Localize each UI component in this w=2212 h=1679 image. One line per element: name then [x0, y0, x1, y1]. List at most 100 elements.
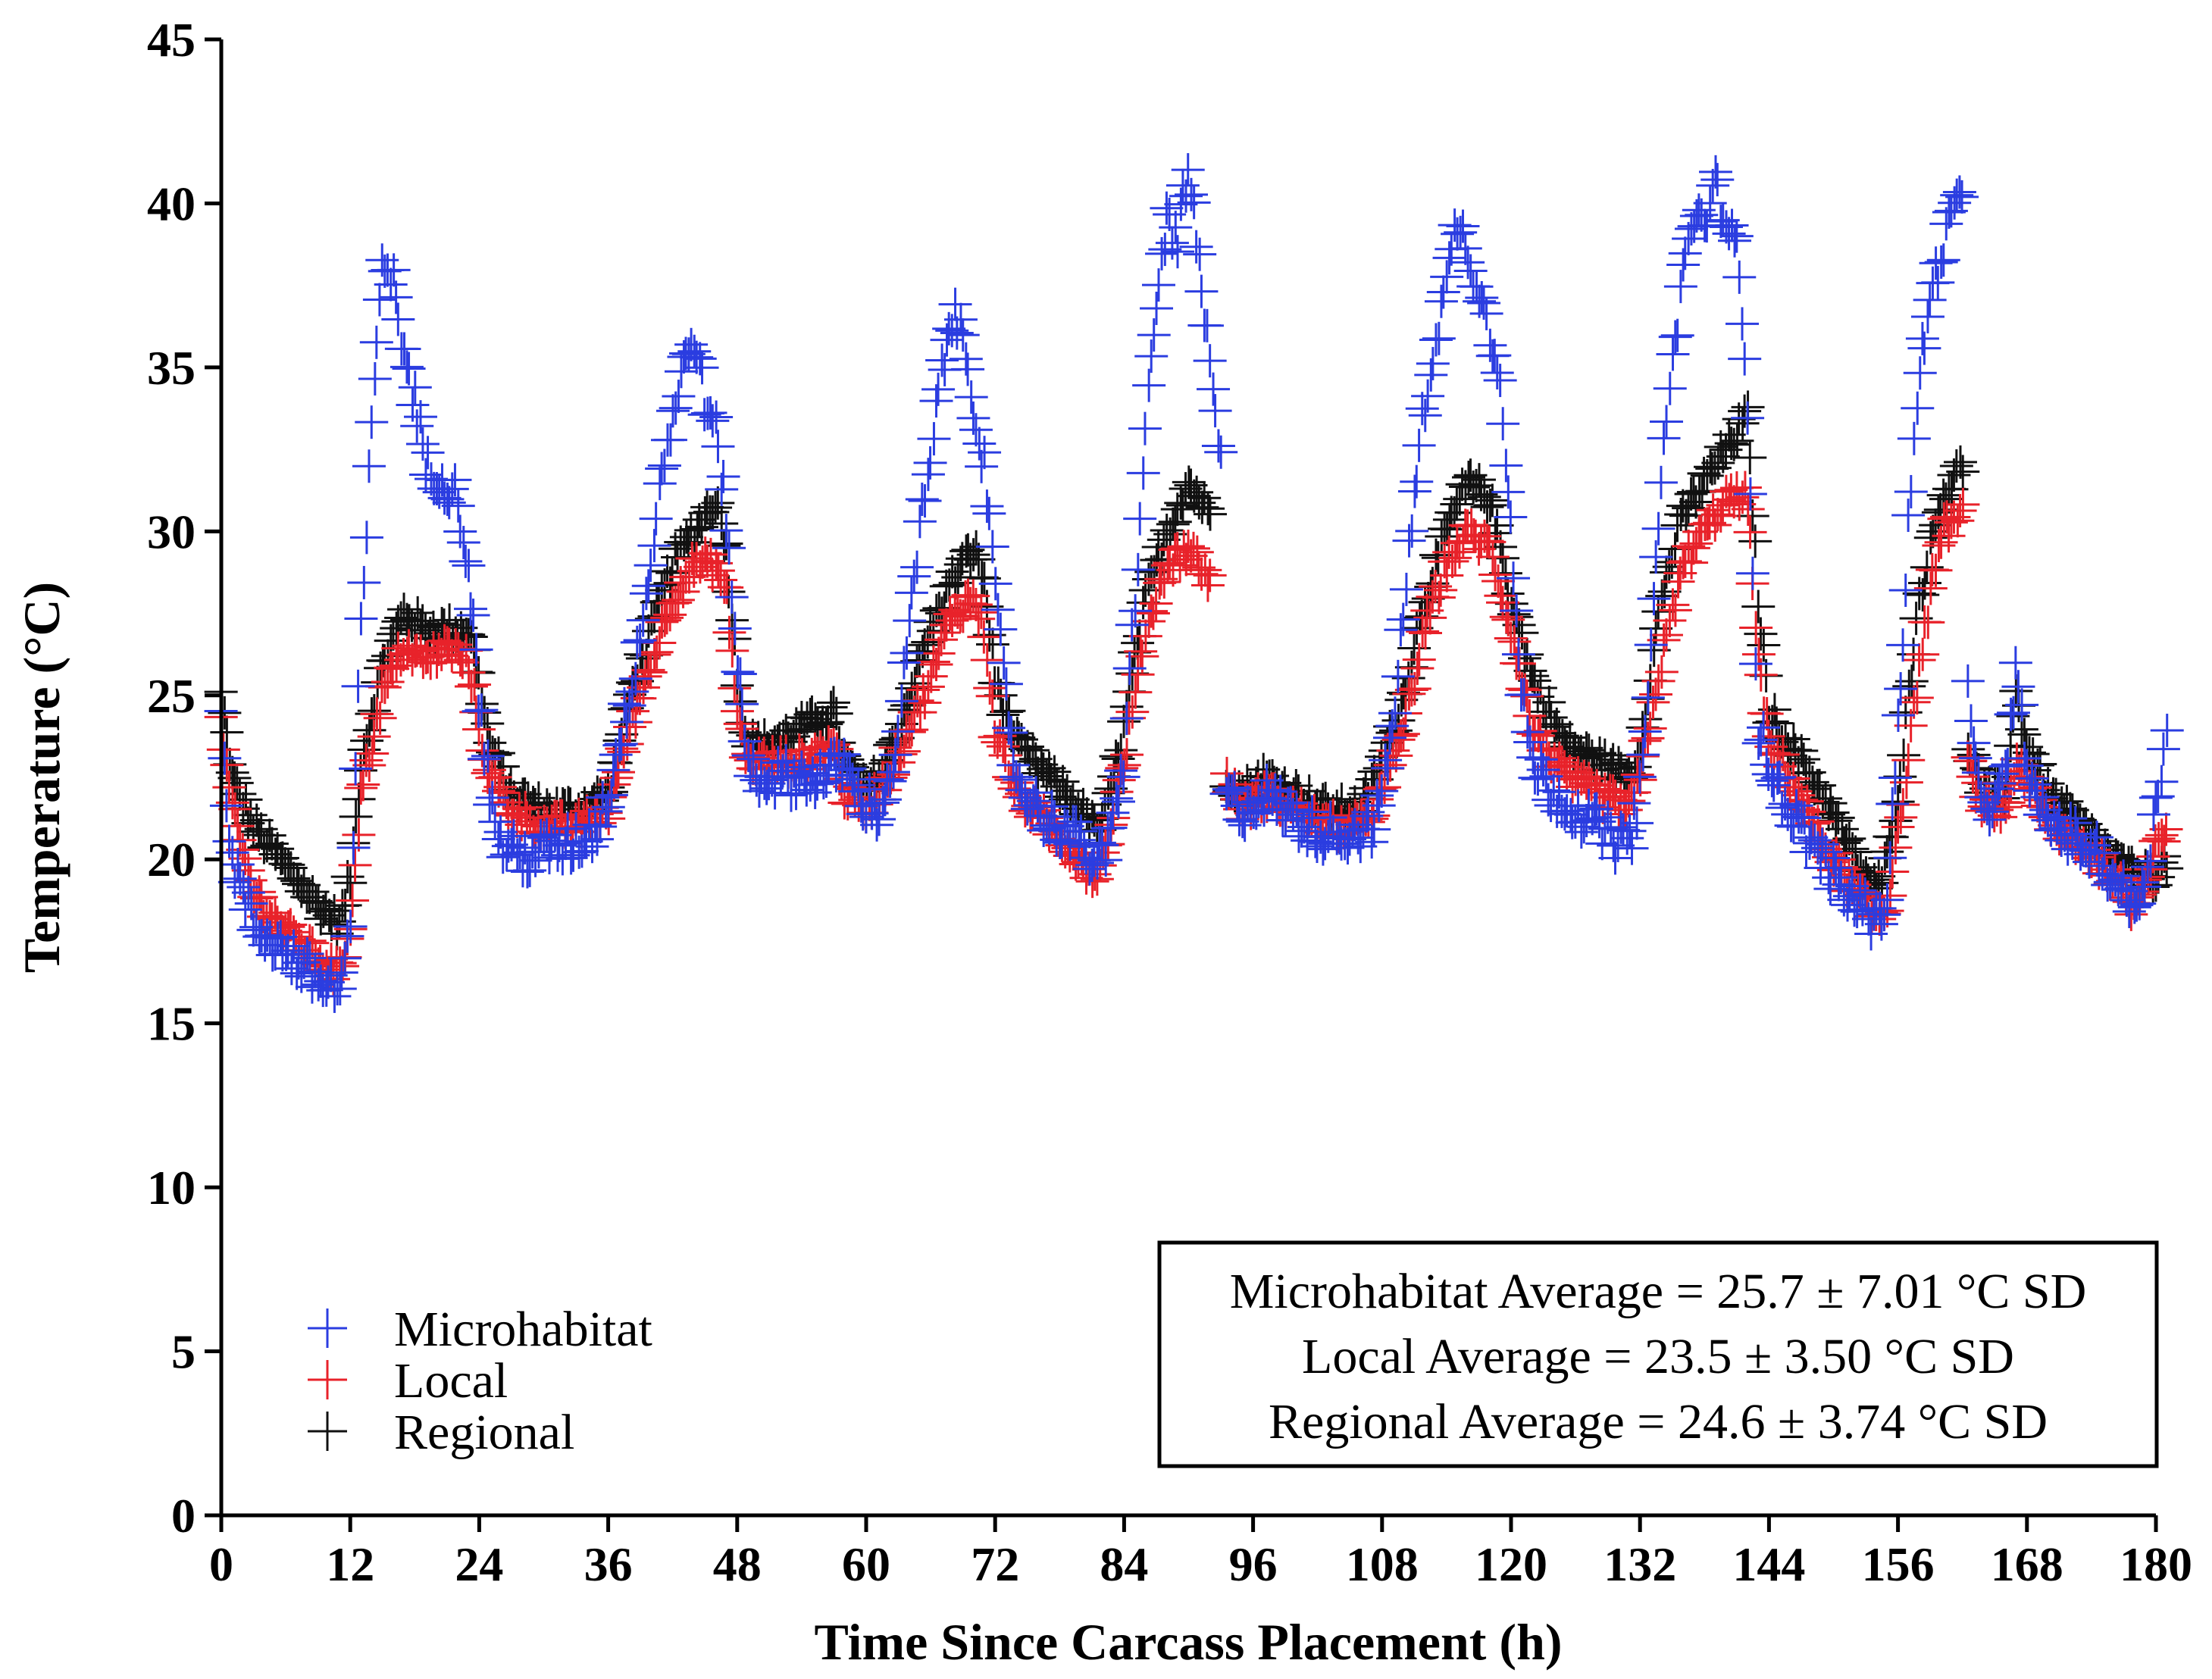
data-point — [221, 809, 255, 843]
data-point — [1381, 723, 1416, 757]
data-point — [1720, 424, 1754, 458]
data-point — [962, 542, 996, 577]
data-point — [461, 694, 496, 728]
data-point — [349, 521, 383, 555]
data-point — [1862, 859, 1896, 893]
data-point — [967, 620, 1001, 654]
data-point — [1999, 674, 2033, 708]
stats-box: Microhabitat Average = 25.7 ± 7.01 °C SD… — [1157, 1240, 2159, 1468]
data-point — [1919, 553, 1953, 587]
x-tick-label: 120 — [1475, 1537, 1547, 1591]
data-point — [1897, 685, 1931, 719]
data-point — [2142, 821, 2176, 855]
data-point — [699, 546, 734, 580]
data-point — [371, 665, 405, 699]
data-point — [471, 739, 505, 773]
data-point — [458, 668, 492, 702]
data-point — [1596, 774, 1630, 808]
data-point — [1631, 721, 1665, 755]
data-point — [290, 936, 324, 971]
x-tick-label: 180 — [2120, 1537, 2192, 1591]
stats-line-local: Local Average = 23.5 ± 3.50 °C SD — [1302, 1329, 2014, 1384]
data-point — [943, 548, 978, 582]
data-point — [218, 792, 252, 826]
data-point — [1475, 483, 1510, 517]
data-point — [210, 715, 244, 749]
data-point — [411, 436, 445, 470]
data-point — [513, 853, 547, 887]
data-point — [1172, 530, 1206, 564]
data-point — [1787, 743, 1821, 777]
data-point — [1887, 738, 1921, 772]
data-point — [1939, 449, 1973, 483]
stats-line-regional: Regional Average = 24.6 ± 3.74 °C SD — [1269, 1394, 2048, 1449]
data-point — [1470, 490, 1504, 524]
y-tick-label: 10 — [147, 1161, 196, 1215]
data-point — [1193, 497, 1227, 531]
series-microhabitat — [204, 153, 2184, 1013]
data-point — [1176, 531, 1210, 565]
data-point — [1392, 677, 1426, 711]
data-point — [1419, 538, 1453, 572]
data-point — [956, 538, 990, 572]
data-point — [1937, 500, 1971, 534]
data-point — [234, 886, 268, 921]
data-point — [631, 653, 665, 687]
data-point — [452, 549, 486, 583]
data-point — [1190, 568, 1225, 602]
data-point — [962, 602, 996, 636]
data-point — [1946, 455, 1980, 489]
data-point — [465, 733, 499, 768]
data-point — [895, 713, 929, 747]
data-point — [710, 571, 744, 605]
data-point — [438, 463, 472, 497]
data-point — [950, 534, 984, 568]
data-point — [210, 748, 244, 782]
data-point — [1669, 499, 1703, 533]
data-point — [1685, 514, 1719, 549]
data-point — [271, 848, 305, 882]
data-point — [650, 601, 684, 635]
data-point — [1733, 441, 1767, 475]
data-point — [1644, 655, 1679, 689]
data-point — [715, 633, 749, 668]
data-point — [1717, 427, 1751, 461]
data-point — [1633, 711, 1667, 746]
data-point — [390, 636, 424, 671]
data-point — [239, 803, 274, 837]
data-point — [405, 427, 440, 461]
data-point — [1432, 502, 1466, 536]
data-point — [1731, 492, 1765, 527]
y-tick-label: 35 — [147, 341, 196, 395]
x-axis-title: Time Since Carcass Placement (h) — [814, 1613, 1562, 1671]
data-point — [1921, 496, 1955, 530]
data-point — [1160, 492, 1194, 527]
y-tick-label: 0 — [171, 1489, 196, 1543]
data-point — [680, 512, 715, 546]
data-point — [342, 818, 376, 852]
data-point — [1124, 634, 1158, 668]
data-point — [1588, 738, 1622, 772]
data-point — [1927, 502, 1961, 536]
data-point — [584, 809, 618, 843]
data-point — [1760, 706, 1794, 740]
data-point — [1394, 673, 1428, 707]
data-point — [1924, 525, 1958, 559]
data-point — [1675, 546, 1709, 580]
data-point — [645, 605, 679, 639]
data-point — [1956, 760, 1990, 794]
data-point — [1191, 492, 1225, 526]
data-point — [970, 643, 1004, 677]
x-tick-label: 96 — [1229, 1537, 1278, 1591]
data-point — [925, 623, 959, 657]
data-point — [723, 707, 757, 741]
data-point — [274, 952, 308, 986]
data-point — [465, 693, 499, 727]
data-point — [1676, 531, 1710, 565]
data-point — [887, 734, 921, 768]
data-point — [360, 697, 394, 731]
data-point — [446, 526, 480, 560]
x-tick-label: 108 — [1346, 1537, 1419, 1591]
data-point — [1946, 487, 1980, 521]
